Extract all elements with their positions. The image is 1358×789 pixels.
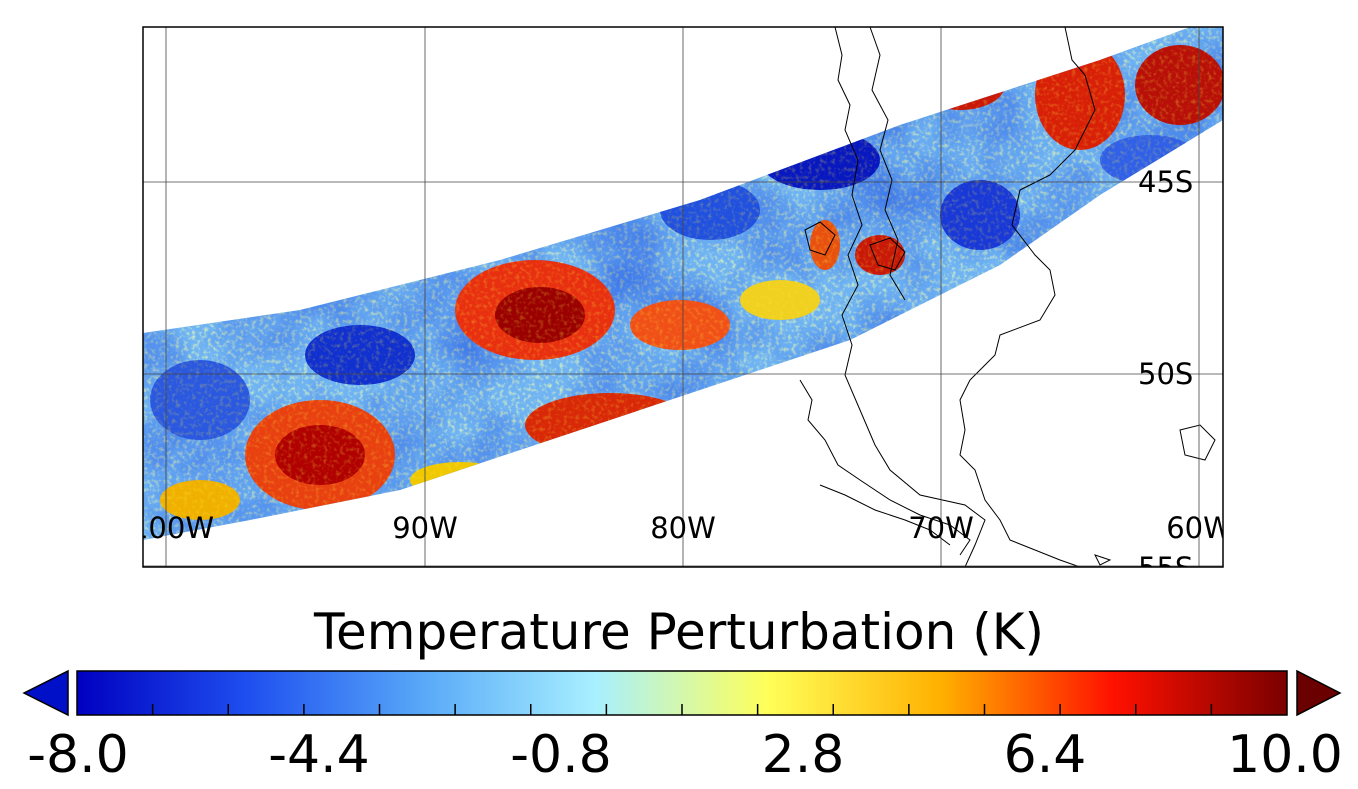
graticule <box>143 27 1223 567</box>
colorbar-title: Temperature Perturbation (K) <box>313 603 1044 661</box>
longitude-label: 60W <box>1166 511 1232 545</box>
colorbar-tick-label: -0.8 <box>510 725 612 785</box>
colorbar-tick-label: -8.0 <box>27 725 129 785</box>
latitude-label: 45S <box>1138 165 1193 199</box>
longitude-label: 70W <box>908 511 974 545</box>
colorbar-tick-label: 10.0 <box>1227 725 1343 785</box>
longitude-label: 90W <box>392 511 458 545</box>
colorbar-tick-label: -4.4 <box>268 725 370 785</box>
longitude-labels: 100W 90W 80W 70W 60W <box>130 511 1232 545</box>
map-frame <box>142 26 1224 568</box>
perturbation-swath <box>143 27 1223 540</box>
colorbar <box>22 669 1342 717</box>
colorbar-tick-label: 2.8 <box>761 725 845 785</box>
latitude-labels: 45S 50S 55S <box>1138 165 1193 585</box>
colorbar-under-arrow <box>22 669 69 717</box>
colorbar-tick-label: 6.4 <box>1003 725 1087 785</box>
coastlines <box>799 27 1216 567</box>
latitude-label: 55S <box>1138 551 1193 585</box>
longitude-label: 100W <box>130 511 214 545</box>
longitude-label: 80W <box>650 511 716 545</box>
latitude-label: 50S <box>1138 357 1193 391</box>
colorbar-ticks <box>151 704 1213 715</box>
colorbar-over-arrow <box>1296 669 1342 717</box>
map-panel: 100W 90W 80W 70W 60W 45S 50S 55S <box>130 26 1232 585</box>
